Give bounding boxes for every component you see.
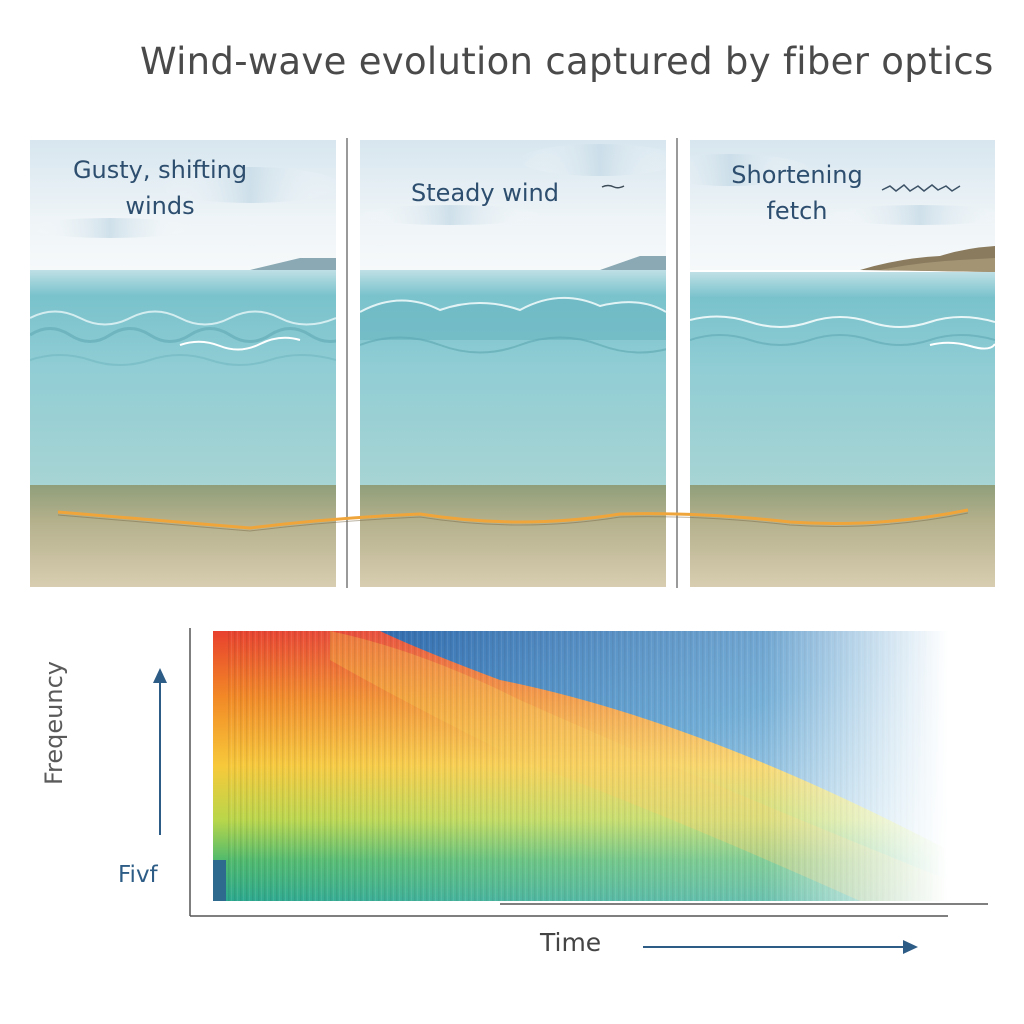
panel-gusty (30, 140, 336, 587)
panel-label-line: winds (125, 192, 195, 220)
figure-title: Wind-wave evolution captured by fiber op… (140, 40, 994, 83)
panel-label-line: Gusty, shifting (72, 156, 248, 184)
panel-label-steady: Steady wind (380, 175, 590, 211)
x-axis-label: Time (540, 928, 602, 957)
fiber-optic-cable (57, 508, 969, 530)
y-axis-label: Freqeuncy (40, 661, 68, 785)
panel-label-line: fetch (766, 197, 828, 225)
panel-fetch (690, 140, 995, 587)
y-axis-tick: Fivf (118, 862, 158, 888)
panel-label-line: Shortening (731, 161, 863, 189)
panel-divider (676, 138, 678, 588)
panel-label-line: Steady wind (411, 179, 559, 207)
panel-divider (346, 138, 348, 588)
panel-steady (360, 140, 666, 587)
panel-label-fetch: Shortening fetch (712, 157, 882, 229)
scene-panels (30, 138, 995, 588)
spectrogram (153, 628, 988, 954)
panel-label-gusty: Gusty, shifting winds (40, 152, 280, 224)
